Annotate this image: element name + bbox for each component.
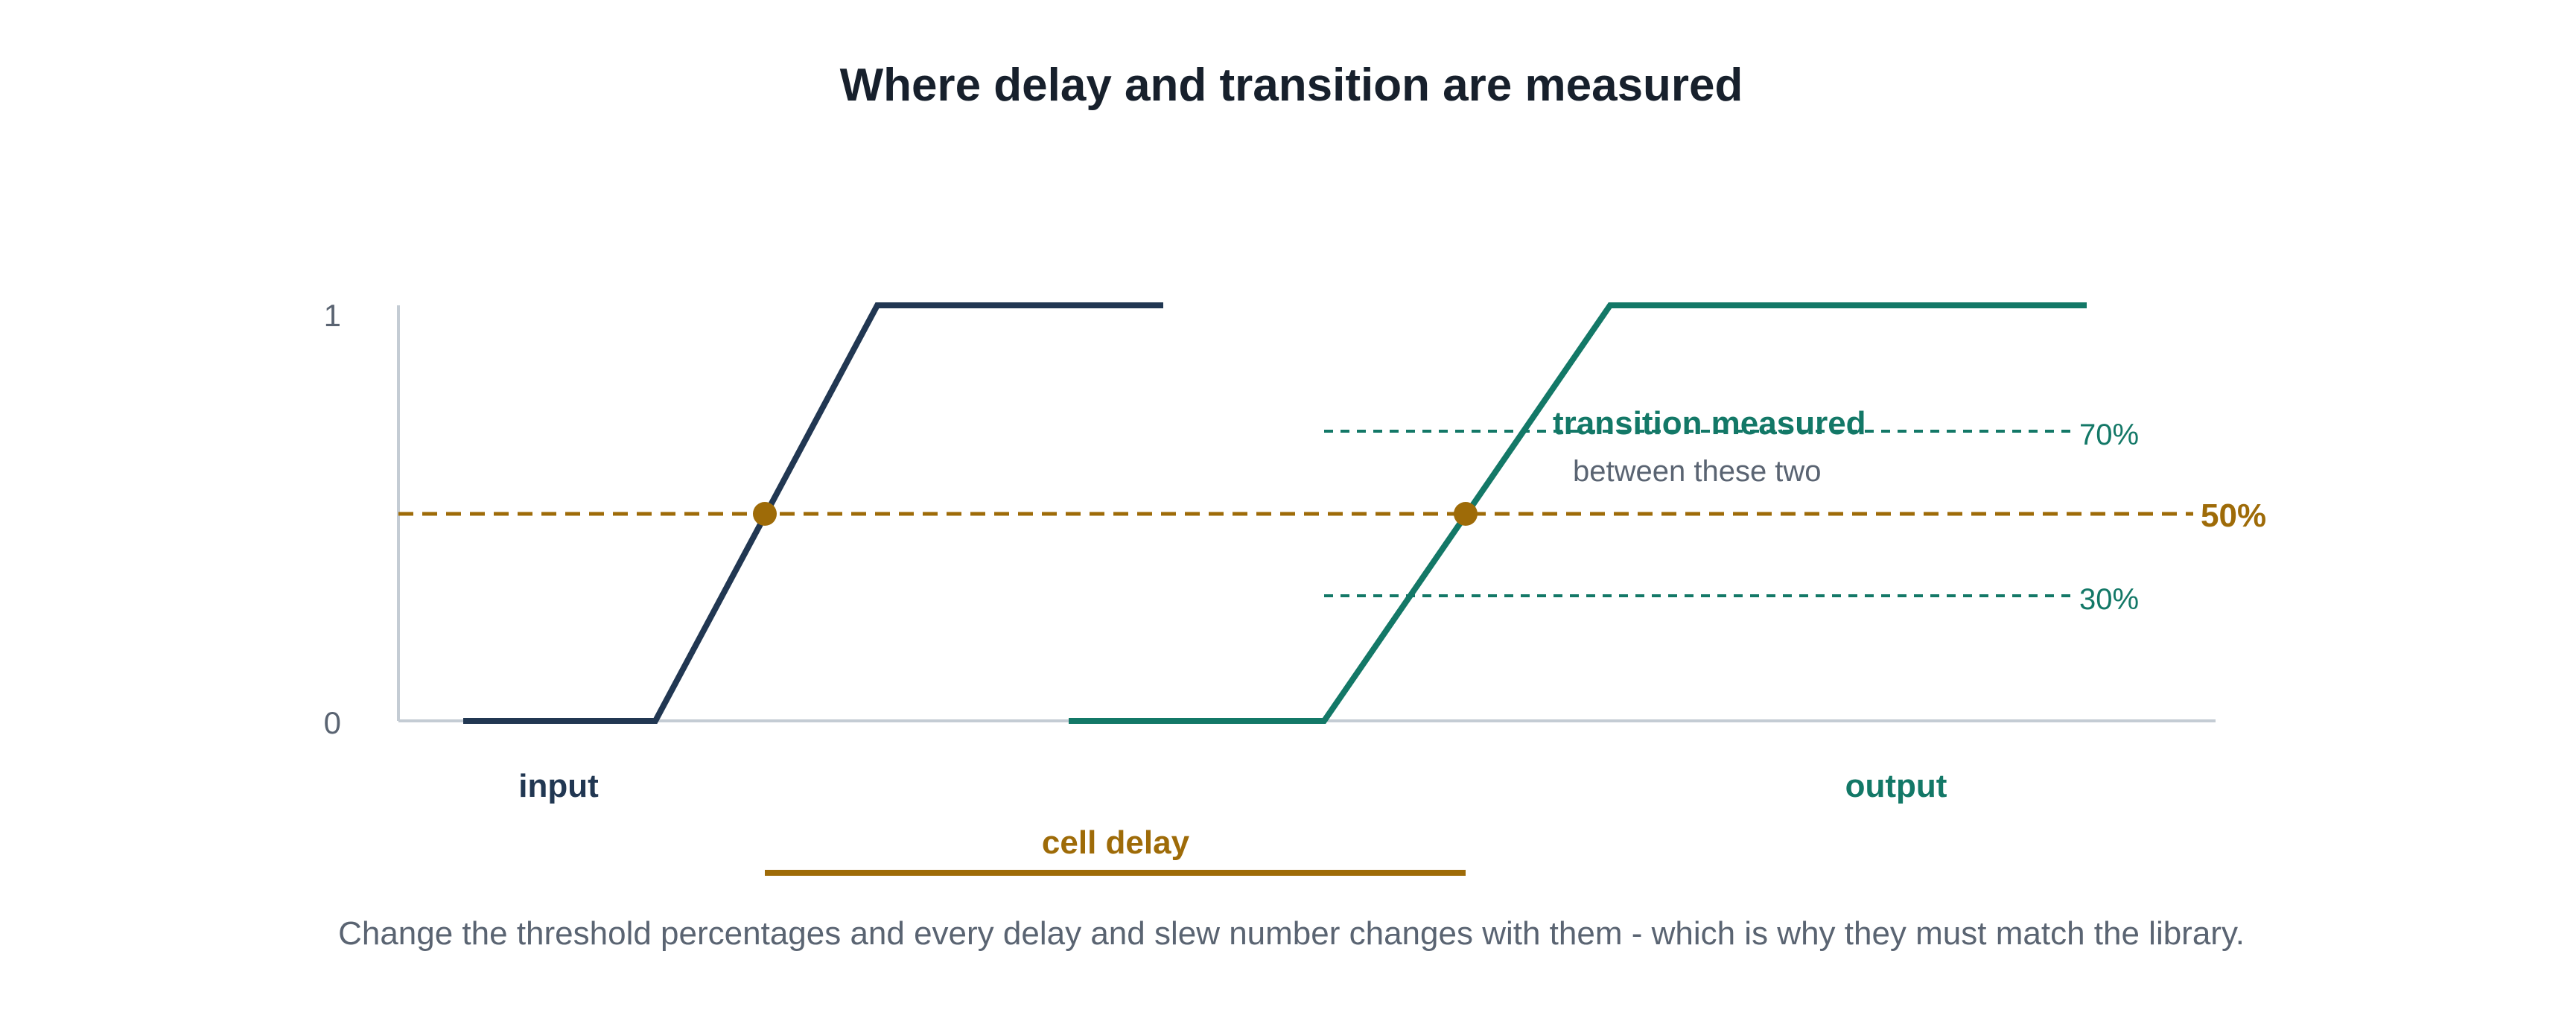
threshold-50-label: 50%: [2201, 497, 2266, 534]
output-crossing-marker: [1454, 502, 1478, 526]
transition-label-line1: transition measured: [1553, 405, 1866, 442]
y-tick-1: 1: [324, 298, 341, 333]
input-label: input: [518, 768, 599, 804]
diagram-title: Where delay and transition are measured: [840, 60, 1743, 111]
threshold-70-label: 70%: [2079, 419, 2139, 451]
caption: Change the threshold percentages and eve…: [338, 915, 2245, 952]
y-tick-0: 0: [324, 705, 341, 740]
transition-label-line2: between these two: [1573, 455, 1822, 488]
cell-delay-label: cell delay: [1042, 824, 1190, 861]
input-crossing-marker: [753, 502, 777, 526]
output-label: output: [1845, 768, 1947, 804]
threshold-30-label: 30%: [2079, 583, 2139, 616]
